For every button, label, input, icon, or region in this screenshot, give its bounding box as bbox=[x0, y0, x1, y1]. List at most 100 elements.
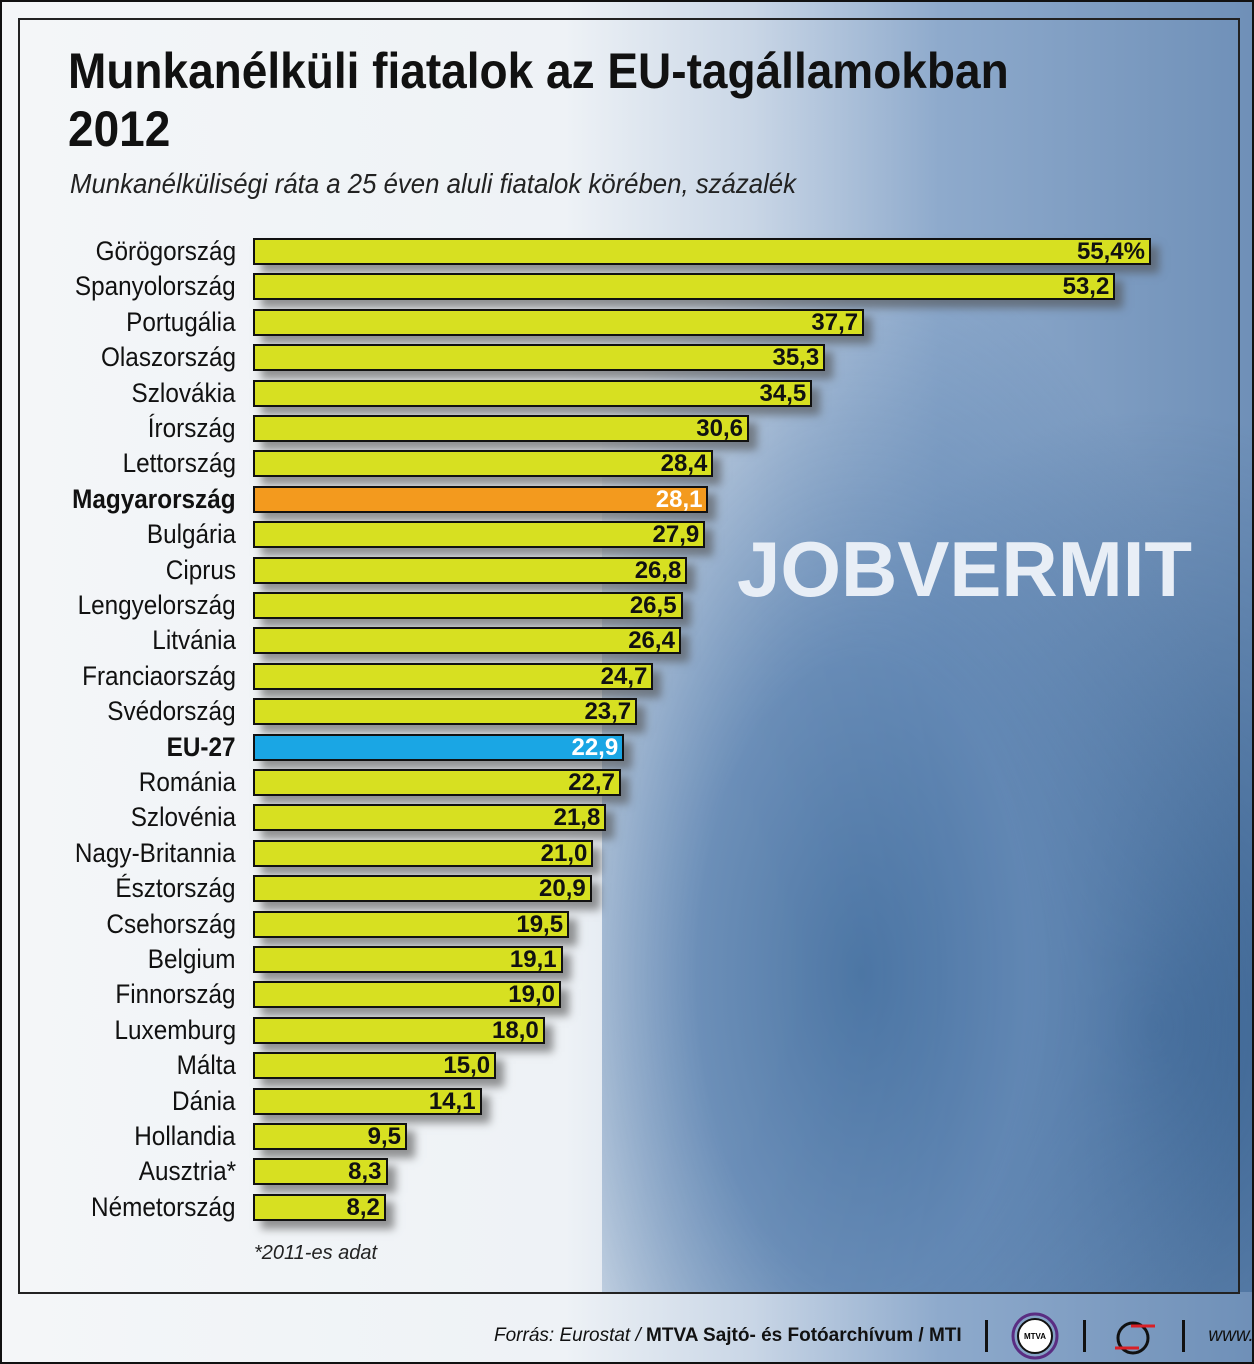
chart-subtitle: Munkanélküliségi ráta a 25 éven aluli fi… bbox=[70, 168, 797, 199]
category-label: EU-27 bbox=[167, 731, 236, 762]
bar: 19,5 bbox=[253, 910, 570, 938]
bar: 26,8 bbox=[253, 556, 688, 584]
category-label: Bulgária bbox=[146, 519, 236, 550]
value-label: 18,0 bbox=[492, 1016, 539, 1044]
value-label: 27,9 bbox=[652, 521, 700, 549]
value-label: 22,7 bbox=[568, 769, 615, 796]
bar: 8,2 bbox=[253, 1193, 386, 1221]
category-label: Spanyolország bbox=[75, 271, 236, 302]
mtva-logo-text: MTVA bbox=[1024, 1332, 1046, 1341]
mti-logo-icon bbox=[1114, 1321, 1155, 1355]
bar: 30,6 bbox=[253, 415, 749, 442]
background-photo bbox=[602, 232, 1252, 1292]
value-label: 19,1 bbox=[509, 946, 557, 973]
bar: 20,9 bbox=[253, 875, 592, 903]
chart-title: Munkanélküli fiatalok az EU-tagállamokba… bbox=[68, 42, 1009, 158]
bar: 19,0 bbox=[253, 981, 561, 1009]
bar: 14,1 bbox=[253, 1087, 482, 1115]
category-label: Szlovákia bbox=[131, 377, 236, 408]
divider bbox=[984, 1320, 988, 1352]
value-label: 20,9 bbox=[539, 875, 586, 903]
bar: 28,4 bbox=[253, 450, 714, 478]
bar: 37,7 bbox=[253, 308, 865, 336]
category-label: Írország bbox=[148, 413, 236, 443]
category-label: Ciprus bbox=[165, 554, 236, 585]
title-line-1: Munkanélküli fiatalok az EU-tagállamokba… bbox=[68, 43, 1009, 99]
value-label: 26,8 bbox=[634, 556, 682, 584]
category-label: Litvánia bbox=[152, 625, 236, 656]
divider bbox=[1082, 1320, 1086, 1352]
background-sign-text: JOBVERMIT bbox=[737, 525, 1193, 613]
value-label: 35,3 bbox=[772, 344, 820, 372]
bar: 55,4% bbox=[253, 238, 1151, 265]
mtva-logo-icon: MTVA bbox=[1011, 1312, 1059, 1360]
category-label: Málta bbox=[176, 1050, 236, 1081]
bar: 23,7 bbox=[253, 698, 638, 726]
value-label: 37,7 bbox=[811, 308, 859, 336]
bar: 22,7 bbox=[253, 769, 621, 796]
value-label: 26,5 bbox=[629, 592, 677, 619]
category-label: Észtország bbox=[115, 873, 236, 904]
bar: 34,5 bbox=[253, 379, 813, 407]
value-label: 8,3 bbox=[348, 1158, 382, 1186]
bar: 15,0 bbox=[253, 1052, 497, 1080]
value-label: 23,7 bbox=[584, 698, 632, 726]
bar: 53,2 bbox=[253, 273, 1116, 301]
bar: 22,9 bbox=[253, 733, 625, 761]
category-label: Szlovénia bbox=[130, 802, 236, 833]
value-label: 9,5 bbox=[367, 1123, 401, 1150]
category-label: Románia bbox=[138, 767, 236, 797]
value-label: 19,0 bbox=[508, 981, 555, 1009]
category-label: Görögország bbox=[95, 236, 236, 266]
value-label: 21,8 bbox=[553, 804, 601, 832]
value-label: 26,4 bbox=[628, 627, 675, 655]
footnote: *2011-es adat bbox=[254, 1242, 378, 1264]
category-label: Hollandia bbox=[134, 1121, 236, 1151]
bar: 26,4 bbox=[253, 627, 681, 655]
source-bold: MTVA Sajtó- és Fotóarchívum / MTI bbox=[646, 1325, 962, 1347]
value-label: 15,0 bbox=[443, 1052, 491, 1080]
value-label: 21,0 bbox=[540, 839, 588, 867]
title-line-2: 2012 bbox=[68, 101, 171, 157]
bar: 9,5 bbox=[253, 1123, 407, 1150]
bar: 27,9 bbox=[253, 521, 706, 549]
value-label: 55,4% bbox=[1076, 238, 1145, 265]
footer: Forrás: Eurostat / MTVA Sajtó- és Fotóar… bbox=[494, 1312, 1254, 1360]
category-label: Lettország bbox=[122, 448, 236, 479]
value-label: 34,5 bbox=[759, 379, 807, 407]
category-label: Franciaország bbox=[82, 660, 236, 691]
category-label: Csehország bbox=[106, 908, 236, 939]
source-prefix: Forrás: Eurostat / bbox=[494, 1325, 647, 1347]
value-label: 53,2 bbox=[1062, 273, 1110, 301]
bar: 18,0 bbox=[253, 1016, 545, 1044]
category-label: Olaszország bbox=[100, 342, 236, 373]
category-label: Dánia bbox=[172, 1085, 236, 1116]
value-label: 30,6 bbox=[696, 415, 743, 442]
value-label: 24,7 bbox=[600, 662, 648, 690]
value-label: 19,5 bbox=[516, 910, 564, 938]
bar: 21,0 bbox=[253, 839, 594, 867]
category-label: Magyarország bbox=[72, 483, 236, 514]
bar: 8,3 bbox=[253, 1158, 388, 1186]
value-label: 28,1 bbox=[655, 485, 703, 513]
category-label: Belgium bbox=[148, 944, 236, 974]
bar: 28,1 bbox=[253, 485, 709, 513]
bar: 24,7 bbox=[253, 662, 654, 690]
bar: 19,1 bbox=[253, 946, 563, 973]
frame bbox=[18, 18, 1240, 1294]
category-label: Nagy-Britannia bbox=[75, 837, 236, 868]
category-label: Finnország bbox=[115, 979, 236, 1010]
divider bbox=[1182, 1320, 1186, 1352]
category-label: Ausztria* bbox=[138, 1156, 236, 1187]
category-label: Luxemburg bbox=[114, 1014, 236, 1045]
bar: 21,8 bbox=[253, 804, 607, 832]
category-label: Svédország bbox=[107, 696, 236, 727]
bar: 35,3 bbox=[253, 344, 826, 372]
value-label: 28,4 bbox=[660, 450, 708, 478]
value-label: 8,2 bbox=[346, 1193, 380, 1221]
category-label: Lengyelország bbox=[77, 590, 236, 620]
bar: 26,5 bbox=[253, 592, 683, 619]
category-label: Portugália bbox=[126, 306, 236, 337]
website-url: www.mti.hu bbox=[1208, 1325, 1254, 1347]
